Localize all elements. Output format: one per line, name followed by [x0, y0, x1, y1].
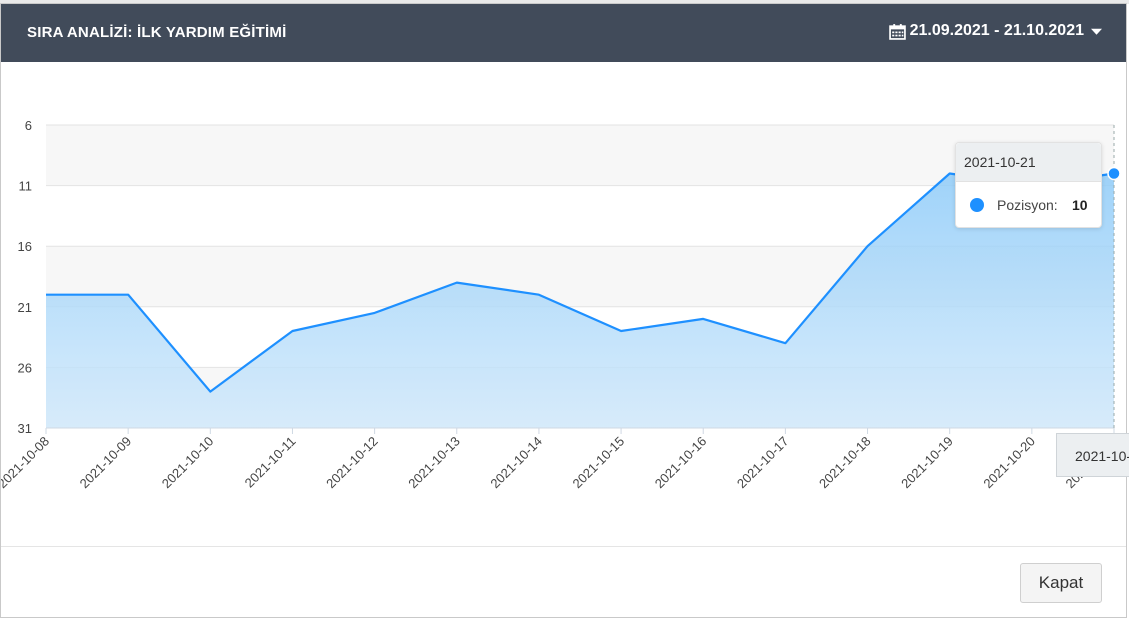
background-strip	[0, 0, 1129, 4]
x-tick-label: 2021-10-10	[159, 434, 217, 492]
y-tick-label: 26	[18, 360, 32, 375]
series-dot-icon	[970, 198, 984, 212]
close-button[interactable]: Kapat	[1020, 563, 1102, 603]
x-tick-label: 2021-10-15	[570, 434, 628, 492]
modal-header: SIRA ANALİZİ: İLK YARDIM EĞİTİMİ 21.09.2…	[1, 4, 1126, 62]
calendar-icon	[888, 23, 906, 40]
caret-down-icon	[1091, 28, 1102, 35]
modal-title: SIRA ANALİZİ: İLK YARDIM EĞİTİMİ	[27, 24, 287, 41]
x-tick-label: 2021-10-09	[77, 434, 135, 492]
y-tick-label: 11	[19, 179, 33, 194]
rank-analysis-modal: SIRA ANALİZİ: İLK YARDIM EĞİTİMİ 21.09.2…	[0, 3, 1129, 618]
x-tick-label: 2021-10-17	[734, 434, 792, 492]
x-tick-label: 2021-10-13	[405, 434, 463, 492]
active-point-marker[interactable]	[1107, 166, 1121, 181]
date-range-text: 21.09.2021 - 21.10.2021	[909, 22, 1084, 39]
footer-divider	[1, 546, 1126, 547]
x-tick-label: 2021-10-14	[487, 434, 545, 492]
y-tick-label: 21	[18, 300, 32, 315]
x-tick-label: 2021-10-18	[816, 434, 874, 492]
x-tick-label: 2021-10-20	[980, 434, 1038, 492]
x-tick-label: 2021-10-19	[898, 434, 956, 492]
chart-tooltip: 2021-10-21 Pozisyon: 10	[955, 142, 1102, 228]
tooltip-date: 2021-10-21	[956, 143, 1101, 182]
series-area	[46, 173, 1114, 428]
x-axis-crosshair-label: 2021-10-21	[1056, 433, 1129, 477]
date-range-picker[interactable]: 21.09.2021 - 21.10.2021	[888, 22, 1102, 40]
grid-band	[46, 125, 1114, 186]
x-tick-label: 2021-10-12	[323, 434, 381, 492]
rank-chart: 6 11 16 21 26 31 2021-10-08 2021-10-09 2021-10-1…	[0, 62, 1126, 546]
x-tick-label: 2021-10-16	[652, 434, 710, 492]
x-tick-label: 2021-10-11	[242, 434, 299, 491]
y-tick-label: 31	[18, 421, 32, 436]
tooltip-value: 10	[1072, 197, 1088, 213]
x-tick-label: 2021-10-08	[1, 434, 52, 492]
series-line	[46, 172, 1115, 393]
y-tick-label: 16	[18, 239, 32, 254]
tooltip-body: Pozisyon: 10	[956, 182, 1101, 228]
tooltip-label: Pozisyon:	[997, 197, 1058, 213]
y-tick-label: 6	[25, 118, 32, 133]
